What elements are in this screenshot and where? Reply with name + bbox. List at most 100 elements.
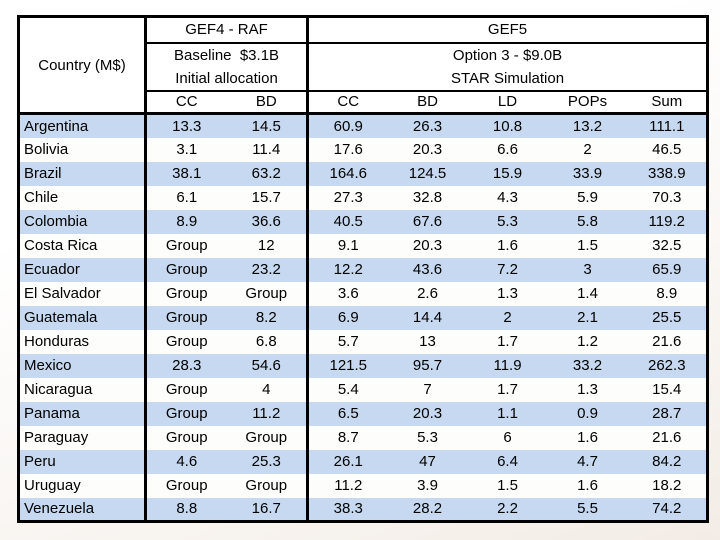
column-header-row: CC BD CC BD LD POPs Sum bbox=[19, 90, 708, 115]
value-cell: 3 bbox=[583, 261, 592, 278]
value-cell: Group bbox=[226, 281, 310, 306]
value-cell: 12 bbox=[226, 233, 310, 258]
country-cell: Honduras bbox=[18, 329, 147, 354]
value-cell: 26.3 bbox=[412, 117, 443, 135]
value-cell: 20.3 bbox=[412, 237, 443, 254]
value-cell: 8.7 bbox=[337, 429, 359, 446]
gef5-scenario-line1: Option 3 - $9.0B bbox=[452, 46, 563, 64]
value-cell: 8.2 bbox=[226, 305, 310, 330]
value-cell: 28.7 bbox=[652, 405, 682, 422]
scenario-header-row: Baseline $3.1B Initial allocation Option… bbox=[19, 42, 708, 92]
col-header-gef5-cc: CC bbox=[307, 90, 388, 115]
value-cell: 20.3 bbox=[412, 141, 443, 158]
value-cell: 5.7 bbox=[337, 333, 359, 350]
table-row: Peru 4.6 25.3 26.1 47 6.4 4.7 84.2 bbox=[18, 449, 708, 474]
value-cell: 111.1 bbox=[649, 117, 685, 135]
value-cell: 8.9 bbox=[656, 285, 678, 302]
allocation-table: Country (M$) GEF4 - RAF GEF5 Baseline $3… bbox=[17, 15, 710, 523]
value-cell: 3.6 bbox=[337, 285, 359, 302]
country-cell: Guatemala bbox=[18, 305, 147, 330]
country-cell: Costa Rica bbox=[18, 233, 147, 258]
value-cell: 28.3 bbox=[172, 357, 202, 374]
gef5-scenario-line2: STAR Simulation bbox=[450, 69, 565, 87]
value-cell: 3.1 bbox=[176, 141, 198, 158]
gef4-scenario-line1: Baseline $3.1B bbox=[173, 46, 280, 64]
value-cell: Group bbox=[165, 477, 208, 494]
value-cell: 5.4 bbox=[337, 381, 359, 398]
col-header-gef5-ld: LD bbox=[467, 90, 548, 115]
gef5-group-header: GEF5 bbox=[307, 16, 708, 44]
value-cell: 1.7 bbox=[497, 381, 518, 398]
country-cell: El Salvador bbox=[18, 281, 147, 306]
value-cell: 43.6 bbox=[412, 261, 443, 278]
country-cell: Bolivia bbox=[18, 137, 147, 162]
value-cell: 7 bbox=[423, 381, 432, 398]
table-row: Guatemala Group 8.2 6.9 14.4 2 2.1 25.5 bbox=[18, 305, 708, 330]
country-cell: Ecuador bbox=[18, 257, 147, 282]
col-header-gef5-bd: BD bbox=[387, 90, 468, 115]
table-row: Nicaragua Group 4 5.4 7 1.7 1.3 15.4 bbox=[18, 377, 708, 402]
col-header-gef5-pops: POPs bbox=[547, 90, 628, 115]
table-row: Costa Rica Group 12 9.1 20.3 1.6 1.5 32.5 bbox=[18, 233, 708, 258]
value-cell: 11.4 bbox=[226, 137, 310, 162]
value-cell: 6.9 bbox=[337, 309, 359, 326]
value-cell: 28.2 bbox=[412, 500, 443, 518]
value-cell: 63.2 bbox=[226, 161, 310, 186]
country-cell: Mexico bbox=[18, 353, 147, 378]
value-cell: Group bbox=[165, 429, 208, 446]
table-row: Panama Group 11.2 6.5 20.3 1.1 0.9 28.7 bbox=[18, 401, 708, 426]
value-cell: 2.6 bbox=[417, 285, 438, 302]
country-cell: Panama bbox=[18, 401, 147, 426]
value-cell: Group bbox=[226, 425, 310, 450]
value-cell: 8.9 bbox=[176, 213, 198, 230]
value-cell: 36.6 bbox=[226, 209, 310, 234]
value-cell: Group bbox=[165, 333, 208, 350]
value-cell: 164.6 bbox=[329, 165, 368, 182]
country-cell: Argentina bbox=[18, 113, 147, 138]
country-cell: Nicaragua bbox=[18, 377, 147, 402]
country-cell: Peru bbox=[18, 449, 147, 474]
table-row: Paraguay Group Group 8.7 5.3 6 1.6 21.6 bbox=[18, 425, 708, 450]
corner-country-header: Country (M$) bbox=[18, 16, 147, 115]
value-cell: 2.2 bbox=[497, 500, 518, 518]
value-cell: 4 bbox=[226, 377, 310, 402]
value-cell: 8.8 bbox=[176, 500, 198, 518]
country-cell: Venezuela bbox=[18, 497, 147, 522]
col-header-gef4-cc: CC bbox=[145, 90, 227, 115]
value-cell: 5.5 bbox=[577, 500, 598, 518]
value-cell: 1.5 bbox=[497, 477, 518, 494]
value-cell: 121.5 bbox=[329, 357, 368, 374]
value-cell: 70.3 bbox=[652, 189, 682, 206]
value-cell: 15.9 bbox=[492, 165, 523, 182]
value-cell: 5.8 bbox=[577, 213, 598, 230]
value-cell: 32.8 bbox=[412, 189, 443, 206]
value-cell: 6.6 bbox=[497, 141, 518, 158]
country-cell: Chile bbox=[18, 185, 147, 210]
value-cell: 47 bbox=[419, 453, 436, 470]
table-row: Argentina 13.3 14.5 60.9 26.3 10.8 13.2 111.1 bbox=[18, 113, 708, 138]
value-cell: 1.7 bbox=[497, 333, 518, 350]
value-cell: 2 bbox=[583, 141, 592, 158]
value-cell: 4.7 bbox=[577, 453, 598, 470]
value-cell: 12.2 bbox=[333, 261, 363, 278]
value-cell: 11.2 bbox=[334, 477, 363, 494]
value-cell: 25.5 bbox=[652, 309, 682, 326]
gef4-scenario-line2: Initial allocation bbox=[175, 69, 278, 87]
table-row: El Salvador Group Group 3.6 2.6 1.3 1.4 8.9 bbox=[18, 281, 708, 306]
col-header-gef4-bd: BD bbox=[226, 90, 310, 115]
value-cell: Group bbox=[165, 405, 208, 422]
value-cell: 32.5 bbox=[652, 237, 682, 254]
value-cell: 10.8 bbox=[492, 117, 523, 135]
value-cell: Group bbox=[165, 237, 208, 254]
table-row: Ecuador Group 23.2 12.2 43.6 7.2 3 65.9 bbox=[18, 257, 708, 282]
value-cell: 6.5 bbox=[337, 405, 359, 422]
value-cell: Group bbox=[165, 309, 208, 326]
value-cell: Group bbox=[226, 473, 310, 498]
value-cell: 21.6 bbox=[652, 333, 682, 350]
value-cell: 5.9 bbox=[577, 189, 598, 206]
value-cell: 23.2 bbox=[226, 257, 310, 282]
value-cell: 54.6 bbox=[226, 353, 310, 378]
value-cell: 1.4 bbox=[577, 285, 598, 302]
value-cell: 9.1 bbox=[337, 237, 359, 254]
value-cell: 6.4 bbox=[497, 453, 518, 470]
